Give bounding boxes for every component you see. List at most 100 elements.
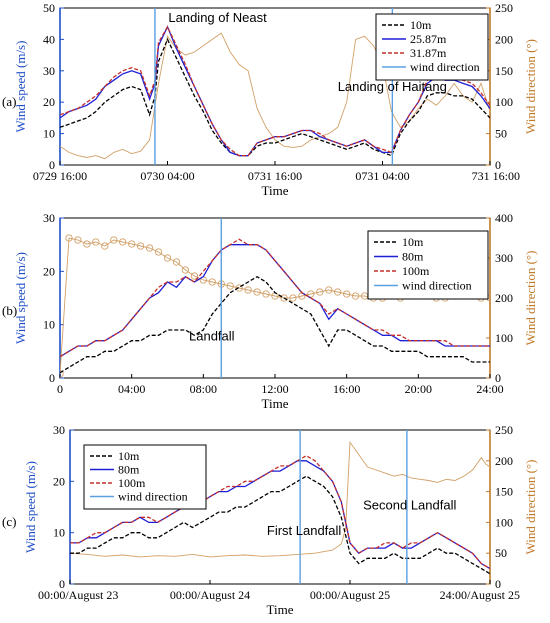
legend-label: wind direction: [410, 60, 480, 74]
left-tick-label: 10: [43, 127, 55, 141]
x-tick-label: 20:00: [405, 382, 432, 396]
direction-point: [235, 284, 243, 292]
legend-label: 10m: [410, 18, 432, 32]
panel-c: 0 10 20 30 0 50 100 150 200 250 00:00/August 23 00:…: [2, 423, 538, 617]
left-tick-label: 30: [43, 64, 55, 78]
right-axis-title: Wind direction (°): [523, 251, 538, 346]
right-tick-label: 50: [495, 127, 507, 141]
right-tick-label: 200: [495, 291, 513, 305]
left-axis-title: Wind speed (m/s): [13, 41, 28, 133]
direction-point: [307, 290, 315, 298]
x-tick-label: 00:00/August 25: [310, 588, 390, 602]
left-axis-title: Wind speed (m/s): [13, 252, 28, 344]
direction-point: [83, 240, 91, 248]
panel-c-label: (c): [2, 514, 16, 529]
right-axis-title: Wind direction (°): [523, 460, 538, 555]
direction-point: [101, 242, 109, 250]
annotation-label: Landing of Haitang: [338, 79, 447, 94]
left-tick-label: 50: [43, 1, 55, 15]
legend-label: 10m: [118, 449, 140, 463]
x-tick-label: 16:00: [333, 382, 360, 396]
right-tick-label: 250: [495, 1, 513, 15]
left-tick-label: 20: [53, 474, 65, 488]
right-tick-label: 50: [495, 546, 507, 560]
legend-label: wind direction: [402, 279, 472, 293]
direction-point: [190, 272, 199, 280]
direction-point: [74, 236, 82, 244]
direction-point: [119, 238, 127, 246]
right-tick-label: 0: [495, 371, 501, 385]
left-tick-label: 10: [43, 318, 55, 332]
x-tick-label: 00:00/August 23: [38, 588, 118, 602]
x-tick-label: 08:00: [190, 382, 217, 396]
left-axis-title: Wind speed (m/s): [23, 461, 38, 553]
x-tick-label: 24:00/August 25: [440, 588, 520, 602]
x-tick-label: 0: [57, 382, 63, 396]
left-tick-label: 0: [59, 577, 65, 591]
left-tick-label: 0: [49, 371, 55, 385]
direction-point: [334, 288, 342, 296]
direction-point: [262, 290, 270, 298]
legend-label: 10m: [402, 235, 424, 249]
direction-point: [244, 286, 252, 294]
x-tick-label: 0731 16:00: [248, 169, 302, 183]
left-tick-label: 20: [43, 95, 55, 109]
direction-point: [280, 294, 288, 302]
direction-point: [343, 290, 351, 298]
direction-point: [128, 240, 136, 248]
left-tick-label: 0: [49, 158, 55, 172]
direction-point: [208, 278, 216, 286]
direction-point: [351, 292, 360, 300]
direction-point: [110, 236, 118, 244]
direction-point: [154, 248, 163, 256]
panel-a: 0 10 20 30 40 50 0 50 100 150 200 250 0729 16:00 0730…: [2, 1, 538, 198]
direction-point: [253, 288, 261, 296]
direction-point: [60, 370, 64, 378]
left-tick-label: 40: [43, 32, 55, 46]
right-tick-label: 400: [495, 211, 513, 225]
series-line-100m: [60, 238, 490, 358]
annotation-label: First Landfall: [267, 523, 342, 538]
x-tick-label: 24:00: [476, 382, 503, 396]
legend-label: 80m: [402, 250, 424, 264]
direction-point: [163, 254, 172, 262]
right-tick-label: 300: [495, 251, 513, 265]
right-tick-label: 250: [495, 423, 513, 437]
series-layer: [60, 25, 490, 160]
annotation-label: Landfall: [189, 329, 235, 344]
direction-point: [92, 238, 100, 246]
right-tick-label: 0: [495, 158, 501, 172]
legend-label: wind direction: [118, 490, 188, 504]
annotation-label: Second Landfall: [363, 498, 456, 513]
x-tick-label: 00:00/August 24: [170, 588, 250, 602]
x-tick-label: 731 16:00: [472, 169, 520, 183]
x-axis-title: Time: [267, 602, 294, 617]
right-tick-label: 100: [495, 95, 513, 109]
x-tick-label: 0729 16:00: [33, 169, 87, 183]
series-line-10m: [60, 37, 490, 157]
right-tick-label: 200: [495, 32, 513, 46]
panel-a-plot: 0 10 20 30 40 50 0 50 100 150 200 250 0729 16:00 0730…: [13, 1, 538, 198]
direction-point: [172, 258, 181, 266]
annotation-label: Landing of Neast: [168, 10, 267, 25]
series-line-25-87m: [60, 25, 490, 157]
left-tick-label: 30: [43, 211, 55, 225]
series-line-wind-direction: [60, 32, 490, 160]
series-line-wind-direction: [70, 440, 490, 558]
left-tick-label: 10: [53, 526, 65, 540]
x-tick-label: 0730 04:00: [140, 169, 194, 183]
direction-point: [65, 234, 73, 242]
direction-point: [136, 242, 145, 250]
left-tick-label: 20: [43, 264, 55, 278]
right-axis-title: Wind direction (°): [523, 39, 538, 134]
direction-point: [316, 288, 324, 296]
right-tick-label: 0: [495, 577, 501, 591]
series-line-10m: [60, 275, 490, 374]
legend-label: 100m: [118, 476, 146, 490]
panel-c-plot: 0 10 20 30 0 50 100 150 200 250 00:00/August 23 00:…: [23, 423, 538, 617]
